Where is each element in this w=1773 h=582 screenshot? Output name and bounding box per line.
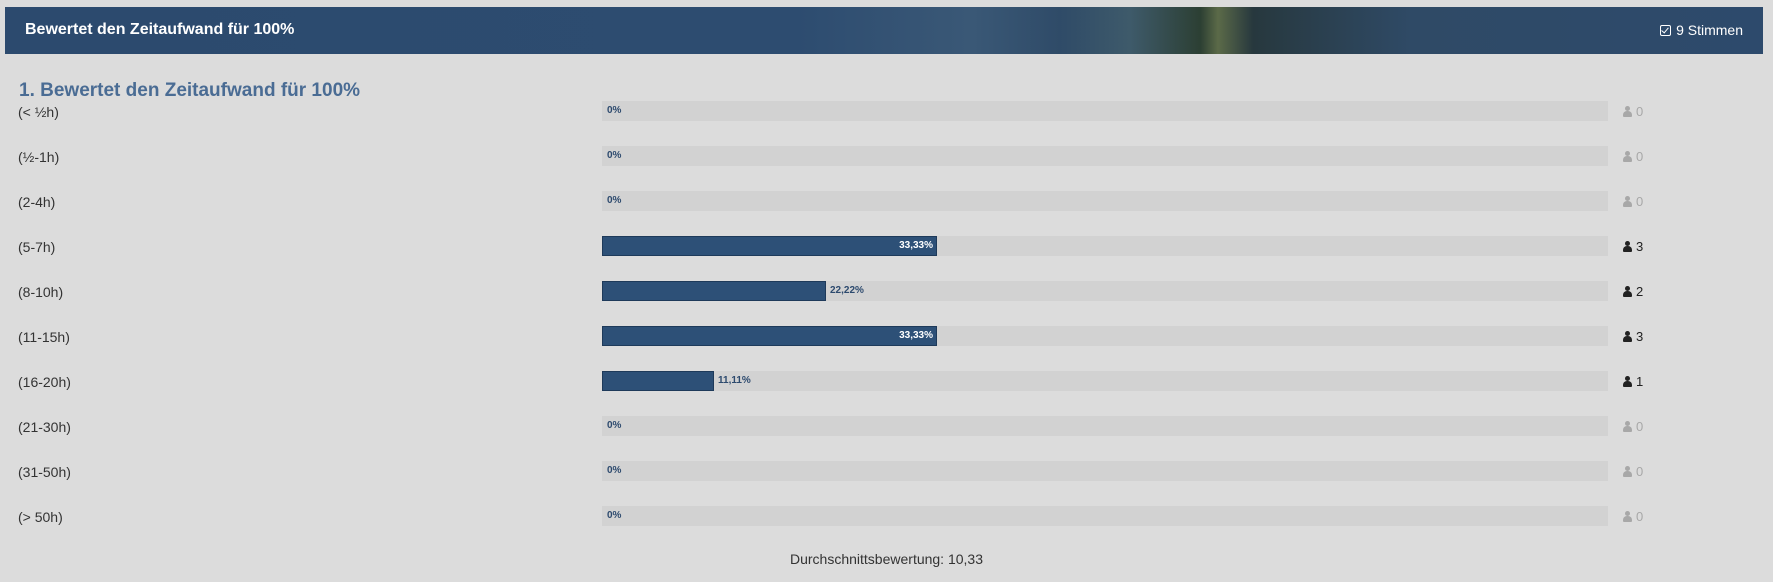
poll-option-vote-count: 3 (1623, 329, 1643, 344)
poll-header: Bewertet den Zeitaufwand für 100% 9 Stim… (5, 7, 1763, 54)
poll-option-bar-track: 33,33% (602, 236, 1608, 256)
poll-option-row: (2-4h) 0% 0 (0, 191, 1773, 211)
poll-option-label: (31-50h) (18, 464, 71, 480)
user-icon (1623, 421, 1632, 432)
poll-option-row: (16-20h) 11,11% 1 (0, 371, 1773, 391)
poll-option-label: (8-10h) (18, 284, 64, 300)
poll-option-bar-track: 0% (602, 416, 1608, 436)
poll-option-count-value: 0 (1636, 509, 1644, 524)
user-icon (1623, 466, 1632, 477)
check-square-icon (1660, 24, 1672, 36)
poll-option-label: (11-15h) (18, 329, 70, 345)
poll-option-vote-count: 0 (1623, 194, 1643, 209)
user-icon (1623, 151, 1632, 162)
poll-option-count-value: 2 (1636, 284, 1644, 299)
poll-option-bar-track: 0% (602, 146, 1608, 166)
poll-option-label: (16-20h) (18, 374, 71, 390)
poll-option-count-value: 3 (1636, 329, 1644, 344)
poll-option-percent: 0% (607, 510, 622, 521)
poll-option-vote-count: 0 (1623, 104, 1643, 119)
poll-option-count-value: 0 (1636, 149, 1644, 164)
poll-option-bar (602, 371, 714, 391)
poll-option-vote-count: 2 (1623, 284, 1643, 299)
poll-option-bar-track: 0% (602, 506, 1608, 526)
poll-option-percent: 33,33% (899, 240, 933, 251)
poll-option-percent: 0% (607, 420, 622, 431)
user-icon (1623, 241, 1632, 252)
poll-option-label: (2-4h) (18, 194, 56, 210)
poll-option-vote-count: 0 (1623, 464, 1643, 479)
user-icon (1623, 196, 1632, 207)
poll-option-row: (21-30h) 0% 0 (0, 416, 1773, 436)
poll-option-row: (31-50h) 0% 0 (0, 461, 1773, 481)
votes-total: 9 Stimmen (1660, 22, 1743, 38)
poll-option-row: (> 50h) 0% 0 (0, 506, 1773, 526)
poll-option-count-value: 0 (1636, 194, 1644, 209)
poll-option-row: (8-10h) 22,22% 2 (0, 281, 1773, 301)
poll-option-count-value: 0 (1636, 104, 1644, 119)
poll-option-percent: 0% (607, 105, 622, 116)
poll-option-bar (602, 236, 937, 256)
user-icon (1623, 376, 1632, 387)
poll-option-row: (5-7h) 33,33% 3 (0, 236, 1773, 256)
poll-option-vote-count: 0 (1623, 509, 1643, 524)
poll-option-count-value: 0 (1636, 419, 1644, 434)
poll-option-bar-track: 0% (602, 191, 1608, 211)
average-rating: Durchschnittsbewertung: 10,33 (790, 551, 983, 567)
poll-option-row: (< ½h) 0% 0 (0, 101, 1773, 121)
poll-option-percent: 33,33% (899, 330, 933, 341)
poll-option-bar (602, 281, 826, 301)
user-icon (1623, 106, 1632, 117)
votes-total-label: 9 Stimmen (1676, 22, 1743, 38)
user-icon (1623, 511, 1632, 522)
poll-option-vote-count: 0 (1623, 149, 1643, 164)
poll-option-label: (½-1h) (18, 149, 60, 165)
poll-option-percent: 11,11% (718, 375, 751, 386)
poll-option-percent: 0% (607, 195, 622, 206)
poll-option-bar-track: 0% (602, 101, 1608, 121)
poll-option-bar-track: 22,22% (602, 281, 1608, 301)
poll-option-count-value: 0 (1636, 464, 1644, 479)
poll-option-row: (11-15h) 33,33% 3 (0, 326, 1773, 346)
poll-header-title: Bewertet den Zeitaufwand für 100% (25, 21, 295, 38)
poll-option-row: (½-1h) 0% 0 (0, 146, 1773, 166)
poll-option-percent: 0% (607, 465, 622, 476)
poll-option-bar-track: 33,33% (602, 326, 1608, 346)
question-title: 1. Bewertet den Zeitaufwand für 100% (19, 80, 361, 101)
poll-option-vote-count: 0 (1623, 419, 1643, 434)
poll-option-percent: 0% (607, 150, 622, 161)
poll-option-label: (5-7h) (18, 239, 56, 255)
poll-option-count-value: 3 (1636, 239, 1644, 254)
poll-option-vote-count: 1 (1623, 374, 1643, 389)
poll-option-percent: 22,22% (830, 285, 864, 296)
poll-option-label: (> 50h) (18, 509, 63, 525)
poll-option-label: (21-30h) (18, 419, 71, 435)
user-icon (1623, 331, 1632, 342)
poll-option-vote-count: 3 (1623, 239, 1643, 254)
poll-option-count-value: 1 (1636, 374, 1644, 389)
user-icon (1623, 286, 1632, 297)
poll-option-bar-track: 0% (602, 461, 1608, 481)
poll-option-label: (< ½h) (18, 104, 59, 120)
poll-option-bar (602, 326, 937, 346)
poll-option-bar-track: 11,11% (602, 371, 1608, 391)
